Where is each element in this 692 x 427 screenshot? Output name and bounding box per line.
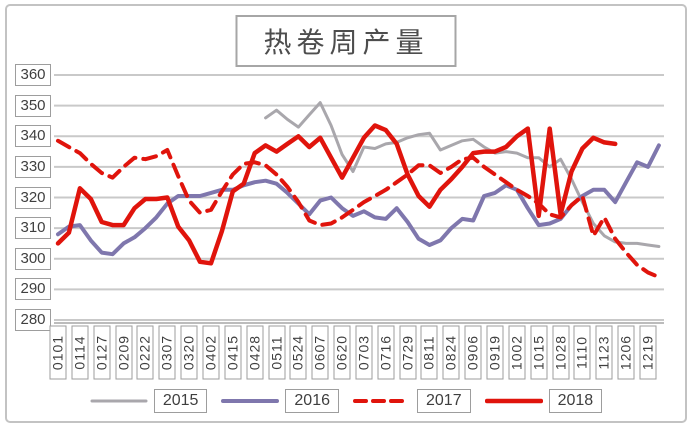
y-tick-label-290: 290 xyxy=(15,278,51,301)
legend-label-2018: 2018 xyxy=(548,389,603,413)
series-line-2016 xyxy=(56,143,661,257)
x-tick-label-0101: 0101 xyxy=(49,325,67,379)
x-tick-label-1110: 1110 xyxy=(573,325,591,379)
y-tick-label-340: 340 xyxy=(15,125,51,148)
x-tick-label-0824: 0824 xyxy=(442,325,460,379)
x-tick-label-0511: 0511 xyxy=(268,325,286,379)
x-tick-label-0222: 0222 xyxy=(136,325,154,379)
legend-label-2017: 2017 xyxy=(417,389,471,413)
x-tick-label-1002: 1002 xyxy=(508,325,526,379)
x-tick-label-1028: 1028 xyxy=(552,325,570,379)
legend-swatch-2017 xyxy=(353,399,411,403)
legend-item-2016: 2016 xyxy=(221,389,339,413)
x-tick-label-0307: 0307 xyxy=(158,325,176,379)
x-tick-label-0127: 0127 xyxy=(93,325,111,379)
x-tick-label-0402: 0402 xyxy=(202,325,220,379)
x-tick-label-0320: 0320 xyxy=(180,325,198,379)
x-tick-label-0114: 0114 xyxy=(71,325,89,379)
legend-label-2015: 2015 xyxy=(153,389,208,413)
y-tick-label-280: 280 xyxy=(15,309,51,331)
x-tick-label-0906: 0906 xyxy=(464,325,482,379)
x-tick-label-0607: 0607 xyxy=(311,325,329,379)
legend-item-2018: 2018 xyxy=(484,389,603,413)
x-tick-label-0811: 0811 xyxy=(420,325,438,379)
legend-swatch-2016 xyxy=(221,399,280,403)
x-tick-label-1219: 1219 xyxy=(639,325,657,379)
x-tick-label-0620: 0620 xyxy=(333,325,351,379)
chart-legend: 2015 2016 2017 2018 xyxy=(0,389,692,413)
series-line-2015 xyxy=(264,101,661,248)
x-tick-label-0729: 0729 xyxy=(399,325,417,379)
y-tick-label-320: 320 xyxy=(15,186,51,209)
series-line-2017 xyxy=(56,138,661,280)
x-tick-label-0428: 0428 xyxy=(246,325,264,379)
x-tick-label-0209: 0209 xyxy=(115,325,133,379)
legend-item-2015: 2015 xyxy=(90,389,208,413)
x-tick-label-1206: 1206 xyxy=(617,325,635,379)
y-tick-label-360: 360 xyxy=(15,64,51,86)
series-line-2018 xyxy=(55,123,618,266)
x-tick-label-0415: 0415 xyxy=(224,325,242,379)
x-tick-label-0524: 0524 xyxy=(289,325,307,379)
legend-item-2017: 2017 xyxy=(353,389,471,413)
x-tick-label-0703: 0703 xyxy=(355,325,373,379)
x-tick-label-0716: 0716 xyxy=(377,325,395,379)
x-tick-label-1015: 1015 xyxy=(530,325,548,379)
legend-swatch-2015 xyxy=(90,399,148,403)
legend-swatch-2018 xyxy=(484,398,543,404)
legend-label-2016: 2016 xyxy=(285,389,339,413)
y-tick-label-350: 350 xyxy=(15,94,51,117)
chart-title: 热卷周产量 xyxy=(235,15,457,67)
y-tick-label-330: 330 xyxy=(15,155,51,178)
y-tick-label-310: 310 xyxy=(15,217,51,240)
y-tick-label-300: 300 xyxy=(15,247,51,270)
x-tick-label-1123: 1123 xyxy=(595,325,613,379)
x-tick-label-0919: 0919 xyxy=(486,325,504,379)
